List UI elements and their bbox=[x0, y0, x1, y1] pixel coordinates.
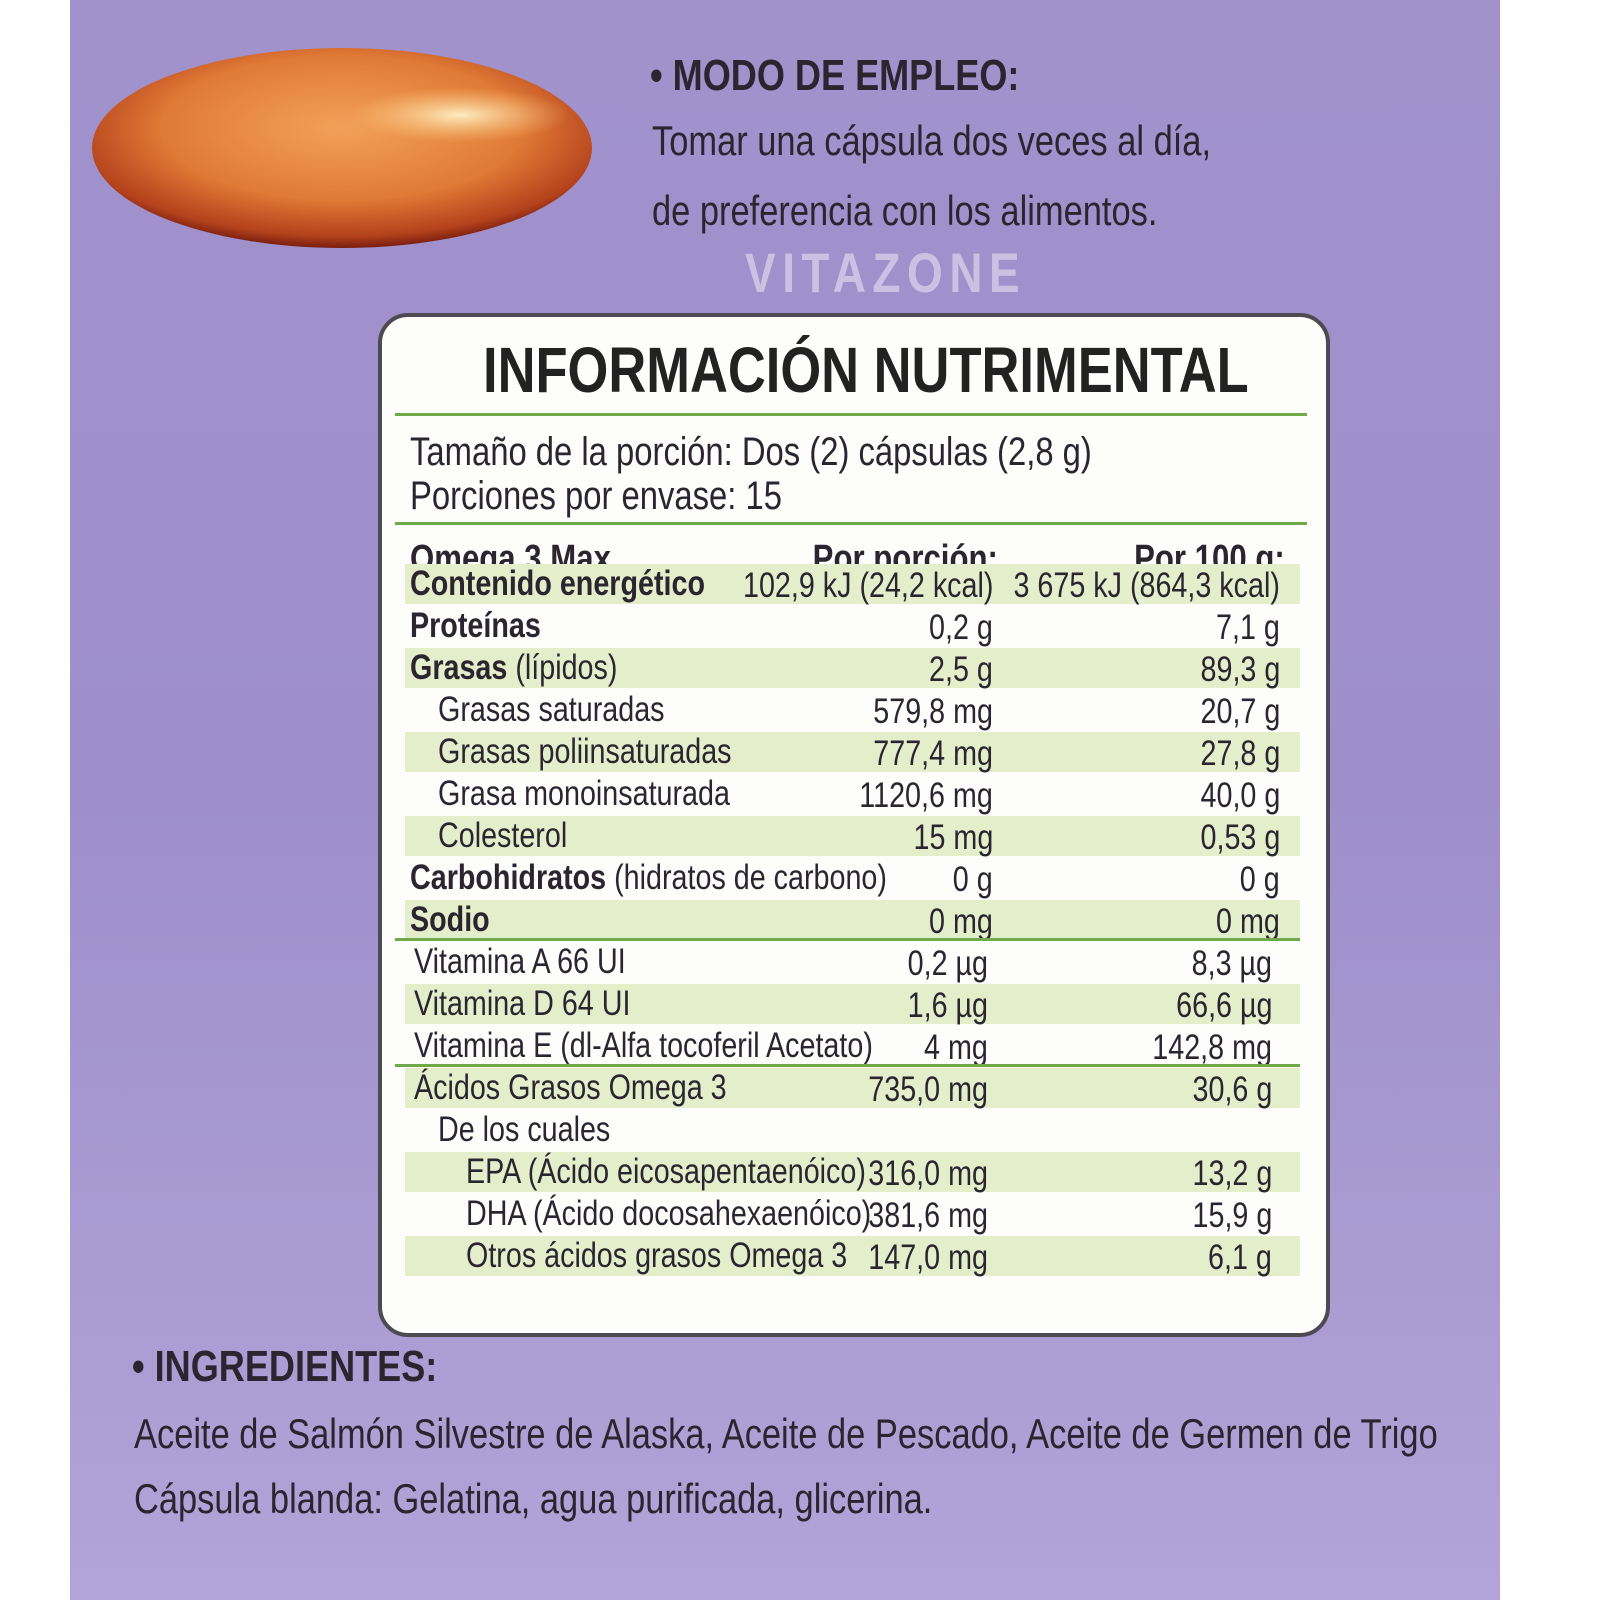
nutrient-name: Proteínas bbox=[410, 606, 541, 645]
per-serving: 381,6 mg bbox=[868, 1196, 988, 1235]
nutrient-note: (lípidos) bbox=[515, 648, 618, 687]
per-serving: 0,2 g bbox=[929, 608, 993, 647]
per-serving: 102,9 kJ (24,2 kcal) bbox=[742, 566, 993, 605]
usage-line: Tomar una cápsula dos veces al día, bbox=[652, 117, 1212, 164]
row-label: Carbohidratos (hidratos de carbono) bbox=[410, 860, 887, 895]
divider bbox=[395, 1064, 1300, 1067]
per-serving: 0 mg bbox=[929, 902, 993, 941]
row-label: Vitamina E (dl-Alfa tocoferil Acetato) bbox=[414, 1028, 873, 1063]
per-100g: 0 mg bbox=[1216, 902, 1280, 941]
nutrient-name: Grasa monoinsaturada bbox=[438, 774, 730, 813]
nutrient-name: Grasas saturadas bbox=[438, 690, 665, 729]
per-100g: 27,8 g bbox=[1200, 734, 1280, 773]
per-serving: 0 g bbox=[953, 860, 993, 899]
per-100g: 8,3 µg bbox=[1191, 944, 1272, 983]
per-serving: 735,0 mg bbox=[868, 1070, 988, 1109]
per-serving: 2,5 g bbox=[929, 650, 993, 689]
per-serving: 0,2 µg bbox=[907, 944, 988, 983]
row-label: Colesterol bbox=[438, 818, 567, 853]
row-label: Grasas poliinsaturadas bbox=[438, 734, 732, 769]
row-label: Sodio bbox=[410, 902, 490, 937]
per-serving: 1120,6 mg bbox=[859, 776, 993, 815]
row-label: DHA (Ácido docosahexaenóico) bbox=[466, 1196, 871, 1231]
per-serving: 4 mg bbox=[924, 1028, 988, 1067]
row-label: Contenido energético bbox=[410, 566, 705, 601]
per-100g: 0,53 g bbox=[1200, 818, 1280, 857]
per-100g: 30,6 g bbox=[1192, 1070, 1272, 1109]
nutrient-name: Otros ácidos grasos Omega 3 bbox=[466, 1236, 848, 1275]
usage-heading: • MODO DE EMPLEO: bbox=[650, 51, 1020, 100]
row-shade bbox=[405, 984, 1300, 1024]
nutrient-name: EPA (Ácido eicosapentaenóico) bbox=[466, 1152, 866, 1191]
row-label: Grasas (lípidos) bbox=[410, 650, 617, 685]
nutrient-note: (hidratos de carbono) bbox=[614, 858, 887, 897]
row-shade bbox=[405, 816, 1300, 856]
per-100g: 13,2 g bbox=[1192, 1154, 1272, 1193]
per-100g: 15,9 g bbox=[1192, 1196, 1272, 1235]
row-label: Proteínas bbox=[410, 608, 541, 643]
per-100g: 7,1 g bbox=[1216, 608, 1280, 647]
row-label: Grasa monoinsaturada bbox=[438, 776, 730, 811]
nutrient-name: Grasas poliinsaturadas bbox=[438, 732, 732, 771]
nutrient-name: Vitamina D 64 UI bbox=[414, 984, 631, 1023]
right-margin bbox=[1500, 0, 1600, 1600]
row-shade bbox=[405, 900, 1300, 940]
row-label: EPA (Ácido eicosapentaenóico) bbox=[466, 1154, 866, 1189]
per-100g: 89,3 g bbox=[1200, 650, 1280, 689]
usage-line: de preferencia con los alimentos. bbox=[652, 187, 1158, 234]
per-serving: 579,8 mg bbox=[873, 692, 993, 731]
row-label: Vitamina A 66 UI bbox=[414, 944, 626, 979]
divider bbox=[395, 522, 1307, 525]
nutrient-name: Carbohidratos bbox=[410, 858, 607, 897]
nutrient-name: Contenido energético bbox=[410, 564, 705, 603]
row-shade bbox=[405, 1236, 1300, 1276]
row-label: Vitamina D 64 UI bbox=[414, 986, 630, 1021]
per-serving: 15 mg bbox=[913, 818, 993, 857]
nutrient-name: Colesterol bbox=[438, 816, 568, 855]
per-100g: 142,8 mg bbox=[1152, 1028, 1272, 1067]
nutrition-title: INFORMACIÓN NUTRIMENTAL bbox=[483, 334, 1249, 406]
ingredients-heading: • INGREDIENTES: bbox=[132, 1342, 438, 1391]
nutrient-name: De los cuales bbox=[438, 1110, 611, 1149]
per-100g: 3 675 kJ (864,3 kcal) bbox=[1013, 566, 1280, 605]
nutrient-name: Vitamina A 66 UI bbox=[414, 942, 626, 981]
per-100g: 6,1 g bbox=[1208, 1238, 1272, 1277]
row-shade bbox=[405, 648, 1300, 688]
row-shade bbox=[405, 1152, 1300, 1192]
per-100g: 40,0 g bbox=[1200, 776, 1280, 815]
per-100g: 0 g bbox=[1240, 860, 1280, 899]
per-100g: 20,7 g bbox=[1200, 692, 1280, 731]
nutrient-name: Vitamina E (dl-Alfa tocoferil Acetato) bbox=[414, 1026, 873, 1065]
row-label: Grasas saturadas bbox=[438, 692, 665, 727]
divider bbox=[395, 938, 1300, 941]
ingredients-line: Aceite de Salmón Silvestre de Alaska, Ac… bbox=[134, 1410, 1438, 1457]
nutrient-name: Sodio bbox=[410, 900, 490, 939]
per-serving: 777,4 mg bbox=[873, 734, 993, 773]
row-label: De los cuales bbox=[438, 1112, 610, 1147]
serving-size: Tamaño de la porción: Dos (2) cápsulas (… bbox=[410, 430, 1092, 474]
per-serving: 316,0 mg bbox=[868, 1154, 988, 1193]
nutrient-name: Grasas bbox=[410, 648, 508, 687]
row-shade bbox=[405, 732, 1300, 772]
per-serving: 1,6 µg bbox=[907, 986, 988, 1025]
watermark: VITAZONE bbox=[745, 241, 1027, 304]
ingredients-line: Cápsula blanda: Gelatina, agua purificad… bbox=[134, 1475, 933, 1522]
divider bbox=[395, 413, 1307, 416]
nutrient-name: Ácidos Grasos Omega 3 bbox=[414, 1068, 727, 1107]
per-serving: 147,0 mg bbox=[868, 1238, 988, 1277]
per-100g: 66,6 µg bbox=[1175, 986, 1272, 1025]
row-label: Ácidos Grasos Omega 3 bbox=[414, 1070, 727, 1105]
row-shade bbox=[405, 564, 1300, 604]
capsule bbox=[92, 48, 592, 248]
row-shade bbox=[405, 1068, 1300, 1108]
servings: Porciones por envase: 15 bbox=[410, 474, 782, 518]
nutrient-name: DHA (Ácido docosahexaenóico) bbox=[466, 1194, 872, 1233]
row-label: Otros ácidos grasos Omega 3 bbox=[466, 1238, 847, 1273]
